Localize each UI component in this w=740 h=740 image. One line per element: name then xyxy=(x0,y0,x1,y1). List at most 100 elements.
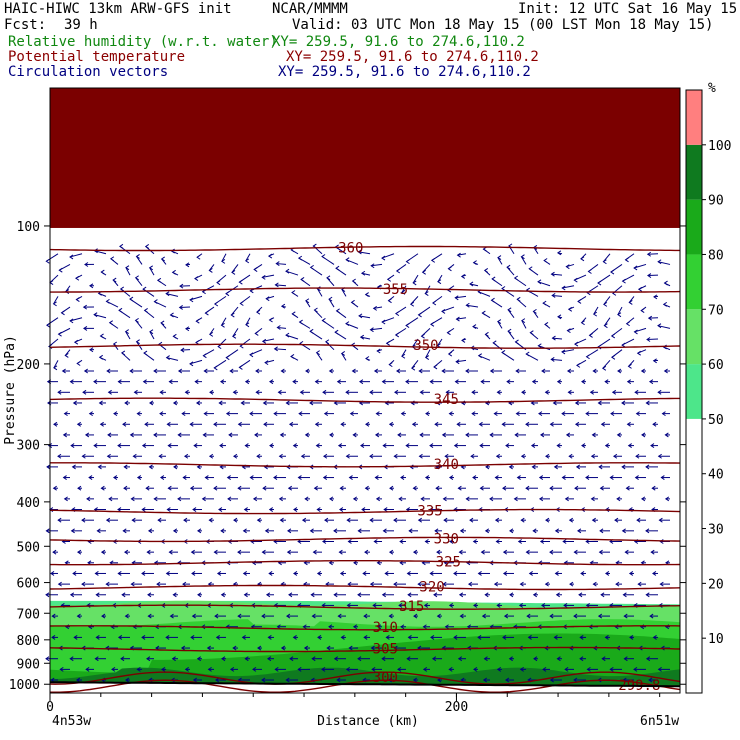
circulation-arrowhead xyxy=(93,443,98,449)
circulation-arrow xyxy=(245,253,251,262)
circulation-arrow xyxy=(551,358,563,361)
theta-layer: 3603553503453403353303253203153103053002… xyxy=(49,241,681,694)
circulation-arrowhead xyxy=(399,539,404,544)
colorbar-tick-label: 80 xyxy=(708,248,724,263)
circulation-arrowhead xyxy=(230,312,235,318)
circulation-arrowhead xyxy=(121,592,126,598)
circulation-arrowhead xyxy=(69,318,74,324)
circulation-arrowhead xyxy=(352,624,358,630)
circulation-arrowhead xyxy=(168,379,173,385)
circulation-arrowhead xyxy=(412,549,418,555)
circulation-arrowhead xyxy=(274,282,279,288)
circulation-arrowhead xyxy=(637,581,642,587)
circulation-arrowhead xyxy=(95,592,100,598)
circulation-arrowhead xyxy=(369,389,374,395)
circulation-arrowhead xyxy=(305,368,310,374)
circulation-arrowhead xyxy=(508,656,513,662)
circulation-arrowhead xyxy=(605,571,610,576)
circulation-arrowhead xyxy=(321,254,326,259)
circulation-arrowhead xyxy=(514,432,519,438)
circulation-arrowhead xyxy=(482,677,488,683)
circulation-arrow xyxy=(341,353,347,361)
theta-label-325: 325 xyxy=(436,555,461,571)
circulation-arrowhead xyxy=(382,528,387,534)
circulation-arrowhead xyxy=(388,549,394,555)
circulation-arrowhead xyxy=(244,443,249,449)
circulation-arrowhead xyxy=(328,296,333,302)
circulation-arrowhead xyxy=(329,432,334,438)
circulation-arrowhead xyxy=(228,432,233,438)
circulation-arrow xyxy=(552,294,563,297)
circulation-arrowhead xyxy=(149,329,154,335)
circulation-arrowhead xyxy=(309,264,314,270)
circulation-arrowhead xyxy=(203,368,208,374)
circulation-arrowhead xyxy=(472,475,477,480)
circulation-arrowhead xyxy=(465,368,470,374)
circulation-arrowhead xyxy=(532,308,537,314)
circulation-arrowhead xyxy=(261,274,266,280)
circulation-arrowhead xyxy=(645,592,650,598)
circulation-arrowhead xyxy=(530,443,536,449)
circulation-arrow xyxy=(221,253,227,262)
circulation-arrowhead xyxy=(514,339,519,345)
circulation-arrowhead xyxy=(406,656,411,662)
circulation-arrowhead xyxy=(84,262,89,267)
circulation-arrowhead xyxy=(626,379,632,385)
circulation-arrow xyxy=(593,306,599,315)
circulation-arrowhead xyxy=(479,485,484,491)
circulation-arrowhead xyxy=(100,485,105,491)
circulation-arrowhead xyxy=(227,496,232,502)
circulation-arrowhead xyxy=(445,389,450,395)
circulation-arrowhead xyxy=(221,656,226,662)
circulation-arrowhead xyxy=(191,613,196,619)
circulation-arrowhead xyxy=(538,496,544,502)
axes-layer: 100 200 300 400 500 600 700 800 900 1000 0 200 Dista… xyxy=(3,87,686,729)
circulation-arrowhead xyxy=(195,400,201,406)
circulation-arrowhead xyxy=(494,517,500,523)
circulation-arrowhead xyxy=(625,485,630,491)
circulation-arrowhead xyxy=(351,368,356,374)
circulation-arrowhead xyxy=(83,368,89,374)
circulation-arrowhead xyxy=(122,528,127,534)
circulation-arrowhead xyxy=(304,432,310,438)
circulation-arrowhead xyxy=(159,411,164,417)
x-tick-label: 200 xyxy=(445,700,468,715)
circulation-arrowhead xyxy=(268,571,273,576)
circulation-arrowhead xyxy=(130,581,135,587)
circulation-arrowhead xyxy=(225,411,231,417)
circulation-arrowhead xyxy=(657,453,662,459)
circulation-arrowhead xyxy=(557,314,562,320)
circulation-arrowhead xyxy=(417,581,422,587)
circulation-arrowhead xyxy=(167,485,172,491)
circulation-arrowhead xyxy=(62,432,68,438)
circulation-arrowhead xyxy=(77,549,82,555)
circulation-arrowhead xyxy=(515,368,520,374)
circulation-arrowhead xyxy=(166,507,171,512)
circulation-arrowhead xyxy=(120,350,126,356)
theta-contour-305 xyxy=(49,646,681,653)
circulation-arrowhead xyxy=(208,517,213,523)
circulation-arrowhead xyxy=(651,485,656,491)
circulation-arrowhead xyxy=(538,475,544,480)
circulation-arrowhead xyxy=(353,560,358,566)
circulation-arrowhead xyxy=(242,528,247,534)
circulation-arrow xyxy=(277,327,287,329)
circulation-arrowhead xyxy=(60,310,65,316)
circulation-arrowhead xyxy=(435,485,440,491)
circulation-arrowhead xyxy=(457,485,462,491)
circulation-arrowhead xyxy=(220,379,225,385)
circulation-arrowhead xyxy=(183,517,188,523)
circulation-arrowhead xyxy=(434,528,439,534)
circulation-arrowhead xyxy=(599,485,604,491)
circulation-arrowhead xyxy=(578,592,583,598)
circulation-arrowhead xyxy=(588,333,593,338)
circulation-arrowhead xyxy=(520,254,525,260)
circulation-arrowhead xyxy=(118,307,123,313)
circulation-arrowhead xyxy=(649,613,654,619)
circulation-arrowhead xyxy=(637,286,643,292)
circulation-arrowhead xyxy=(313,485,318,491)
circulation-arrowhead xyxy=(495,539,500,544)
circulation-arrowhead xyxy=(180,347,185,353)
circulation-arrowhead xyxy=(146,656,151,662)
